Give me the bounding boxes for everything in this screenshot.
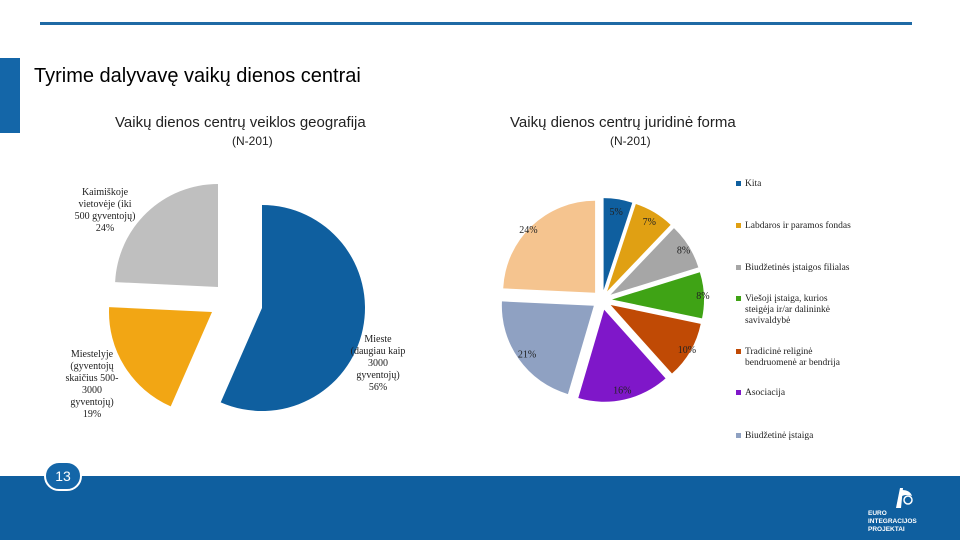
logo-line-2: INTEGRACIJOS bbox=[868, 518, 917, 525]
pie1-slice-rural bbox=[115, 184, 218, 287]
chart1-title: Vaikų dienos centrų veiklos geografija bbox=[115, 114, 366, 131]
pie2-data-label-7: 21% bbox=[518, 349, 536, 360]
legend-swatch-6 bbox=[736, 390, 741, 395]
pie2-slice-3 bbox=[610, 228, 699, 295]
legend-label-7: Biudžetinė įstaiga bbox=[745, 431, 814, 441]
pie2-data-label-2: 7% bbox=[643, 217, 656, 228]
legend-label-6: Asociacija bbox=[745, 388, 786, 398]
legend-swatch-1 bbox=[736, 181, 741, 186]
legend-swatch-2 bbox=[736, 223, 741, 228]
pie1-label-city: Mieste (daugiau kaip 3000 gyventojų) 56% bbox=[351, 334, 406, 393]
chart2-title: Vaikų dienos centrų juridinė forma bbox=[510, 114, 736, 131]
footer-logo: EURO INTEGRACIJOS PROJEKTAI bbox=[868, 486, 948, 533]
legend-label-5: Tradicinė religinė bendruomenė ar bendrij… bbox=[745, 347, 841, 368]
legend-swatch-3 bbox=[736, 265, 741, 270]
pie2-data-label-8: 24% bbox=[519, 225, 537, 236]
legend-label-3: Biudžetinės įstaigos filialas bbox=[745, 262, 850, 273]
legend-swatch-4 bbox=[736, 296, 741, 301]
footer-bar bbox=[0, 476, 960, 540]
pie2-slice-6 bbox=[578, 309, 666, 402]
top-rule bbox=[40, 22, 912, 25]
pie2-data-label-4: 8% bbox=[696, 291, 709, 302]
pie2-slice-2 bbox=[607, 204, 671, 292]
pie1-slice-town bbox=[109, 307, 212, 407]
pie2-data-label-6: 16% bbox=[613, 386, 631, 397]
logo-text: EURO INTEGRACIJOS PROJEKTAI bbox=[868, 510, 948, 534]
pie1-slice-city bbox=[220, 205, 365, 411]
logo-line-1: EURO bbox=[868, 510, 887, 517]
pie1-label-town: Miestelyje (gyventojų skaičius 500-3000 gyv… bbox=[65, 349, 118, 420]
legend-swatch-7 bbox=[736, 433, 741, 438]
page-number: 13 bbox=[44, 461, 82, 491]
pie2-slice-8 bbox=[503, 200, 596, 293]
euro-integracijos-logo-icon bbox=[896, 488, 913, 508]
legend-label-2: Labdaros ir paramos fondas bbox=[745, 220, 851, 231]
chart1-subtitle: (N-201) bbox=[232, 134, 273, 148]
pie2-slice-5 bbox=[610, 305, 701, 374]
logo-line-3: PROJEKTAI bbox=[868, 526, 905, 533]
pie2-data-label-3: 8% bbox=[677, 245, 690, 256]
pie1-label-rural: Kaimiškoje vietovėje (iki 500 gyventojų) 24… bbox=[75, 187, 136, 234]
chart2-subtitle: (N-201) bbox=[610, 134, 651, 148]
legend-label-1: Kita bbox=[745, 179, 762, 189]
title-accent-bar bbox=[0, 58, 20, 133]
page-title: Tyrime dalyvavę vaikų dienos centrai bbox=[34, 65, 361, 87]
pie2-slice-1 bbox=[603, 198, 633, 291]
legend-swatch-5 bbox=[736, 349, 741, 354]
pie2-slice-7 bbox=[501, 301, 594, 395]
pie2-slice-4 bbox=[611, 272, 704, 319]
legend-label-4: Viešoji įstaiga, kurios steigėja ir/ar da… bbox=[745, 294, 830, 326]
pie2-data-label-5: 10% bbox=[678, 345, 696, 356]
pie2-data-label-1: 5% bbox=[610, 207, 623, 218]
